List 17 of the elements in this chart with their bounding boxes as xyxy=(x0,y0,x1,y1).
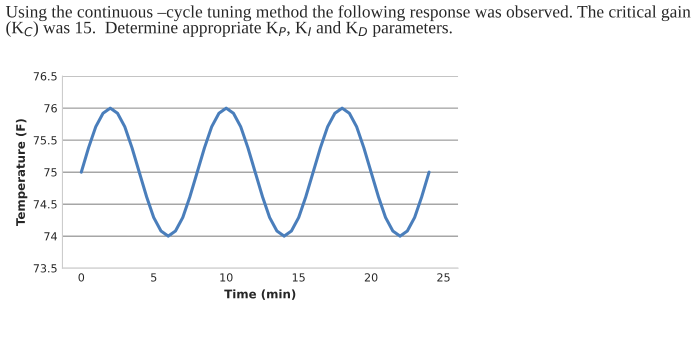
x-tick-label: 10 xyxy=(220,273,233,282)
x-tick-label: 25 xyxy=(437,273,450,282)
chart-title: Using the continuous –cycle tuning method the following response was observed. The critical gain (K$_{C}$) was 15. Determine appropriate K$_{P}$, K$_{I}$ and K$_{D}$ parameters. xyxy=(6,5,691,37)
line-series xyxy=(80,106,431,238)
x-tick-label: 5 xyxy=(151,273,156,282)
x-tick-label: 0 xyxy=(78,273,84,282)
y-tick-label: 74 xyxy=(44,232,57,240)
x-tick-label: 20 xyxy=(364,273,378,282)
y-tick-label: 75.5 xyxy=(34,136,57,145)
y-axis-title: Temperature (F) xyxy=(16,119,28,226)
y-tick-label: 76 xyxy=(44,104,57,113)
y-tick-label: 76.5 xyxy=(34,72,57,80)
y-tick-label: 73.5 xyxy=(34,264,57,273)
x-axis-title: Time (min) xyxy=(224,289,296,300)
y-tick-label: 74.5 xyxy=(34,200,57,209)
y-tick-label: 75 xyxy=(44,168,57,177)
x-tick-label: 15 xyxy=(292,273,305,282)
